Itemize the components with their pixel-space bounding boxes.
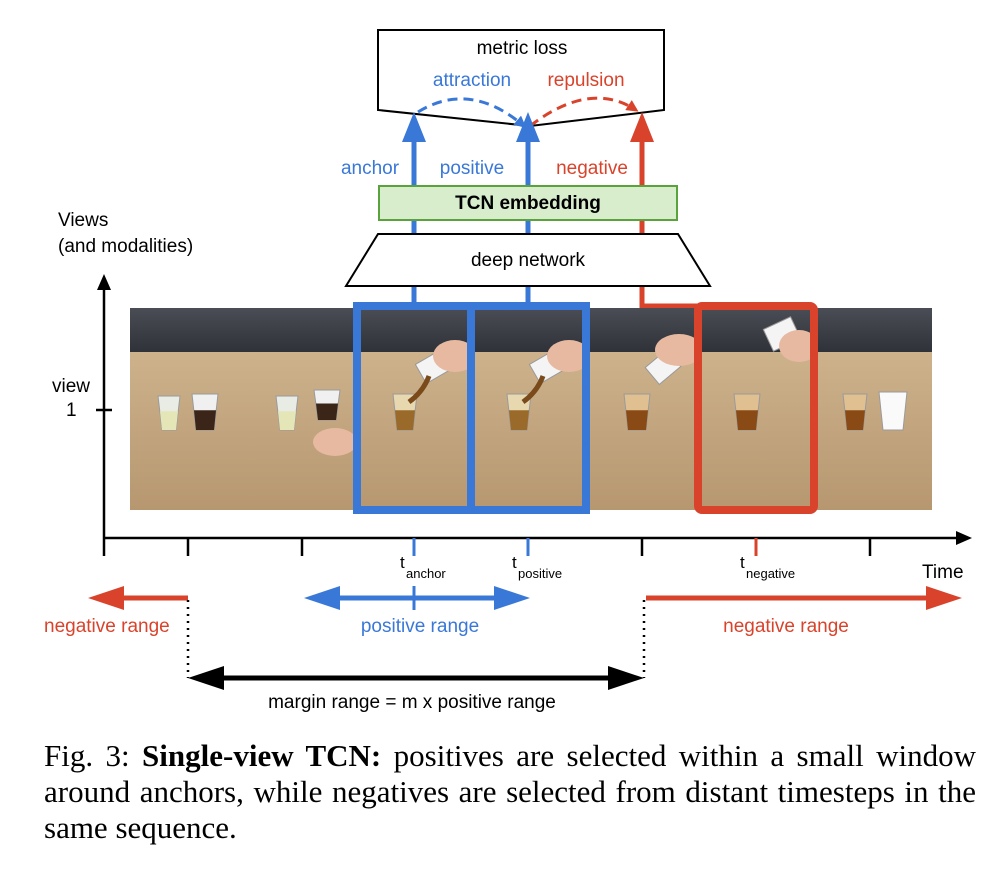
attraction-label: attraction xyxy=(433,70,511,91)
video-frame-cups-idle xyxy=(130,308,244,510)
negative-arrowhead xyxy=(630,112,654,142)
repulsion-arrow xyxy=(529,96,639,128)
positive-label: positive xyxy=(440,158,504,179)
deep-network-label: deep network xyxy=(471,250,586,271)
negative-label: negative xyxy=(556,158,628,179)
video-frame-cup-lift xyxy=(700,308,819,510)
video-frame-hand-grab xyxy=(244,308,358,510)
repulsion-label: repulsion xyxy=(547,70,624,91)
video-frame-pour-end xyxy=(586,308,703,510)
caption-bold: Single-view TCN: xyxy=(142,738,382,773)
caption-prefix: Fig. 3: xyxy=(44,738,130,773)
view-label-line2: 1 xyxy=(66,400,77,421)
svg-text:t: t xyxy=(400,553,405,572)
video-frame-pour-mid xyxy=(472,308,591,510)
t-anchor-label: t anchor xyxy=(400,553,446,581)
anchor-arrowhead xyxy=(402,112,426,142)
svg-text:positive: positive xyxy=(518,566,562,581)
negative-range-left-arrow xyxy=(88,586,188,610)
video-frame-strip xyxy=(130,308,932,510)
svg-text:negative: negative xyxy=(746,566,795,581)
video-frame-pour-start xyxy=(358,308,477,510)
svg-text:t: t xyxy=(512,553,517,572)
views-axis-label-line1: Views xyxy=(58,210,108,231)
t-positive-label: t positive xyxy=(512,553,562,581)
caption-text: positives are selected within a small wi… xyxy=(44,738,977,845)
negative-range-right-arrow xyxy=(646,586,962,610)
anchor-label: anchor xyxy=(341,158,400,179)
attraction-arrow xyxy=(417,97,527,128)
positive-arrowhead xyxy=(516,112,540,142)
metric-loss-label: metric loss xyxy=(477,38,568,59)
negative-frame-box xyxy=(694,302,818,514)
tcn-embedding-label: TCN embedding xyxy=(455,193,601,214)
tcn-embedding-box: TCN embedding xyxy=(378,185,678,221)
figure-caption: Fig. 3: Single-view TCN: positives are s… xyxy=(44,738,976,846)
svg-text:anchor: anchor xyxy=(406,566,446,581)
view-label-line1: view xyxy=(52,376,90,397)
deep-network-box: deep network xyxy=(344,233,712,287)
positive-frame-box xyxy=(467,302,590,514)
negative-range-right-label: negative range xyxy=(723,616,849,637)
metric-loss-box: metric loss attraction repulsion xyxy=(377,29,665,128)
margin-range-arrow xyxy=(188,666,644,690)
t-negative-label: t negative xyxy=(740,553,795,581)
positive-range-arrow xyxy=(304,586,530,610)
margin-range-label: margin range = m x positive range xyxy=(268,692,556,713)
svg-text:t: t xyxy=(740,553,745,572)
positive-range-label: positive range xyxy=(361,616,479,637)
tcn-diagram: metric loss attraction repulsion anchor … xyxy=(44,29,972,713)
time-axis-ticks xyxy=(102,538,872,556)
views-axis-label-line2: (and modalities) xyxy=(58,236,193,257)
time-axis-label: Time xyxy=(922,562,964,583)
video-frame-cups-done xyxy=(814,308,932,510)
negative-range-left-label: negative range xyxy=(44,616,170,637)
